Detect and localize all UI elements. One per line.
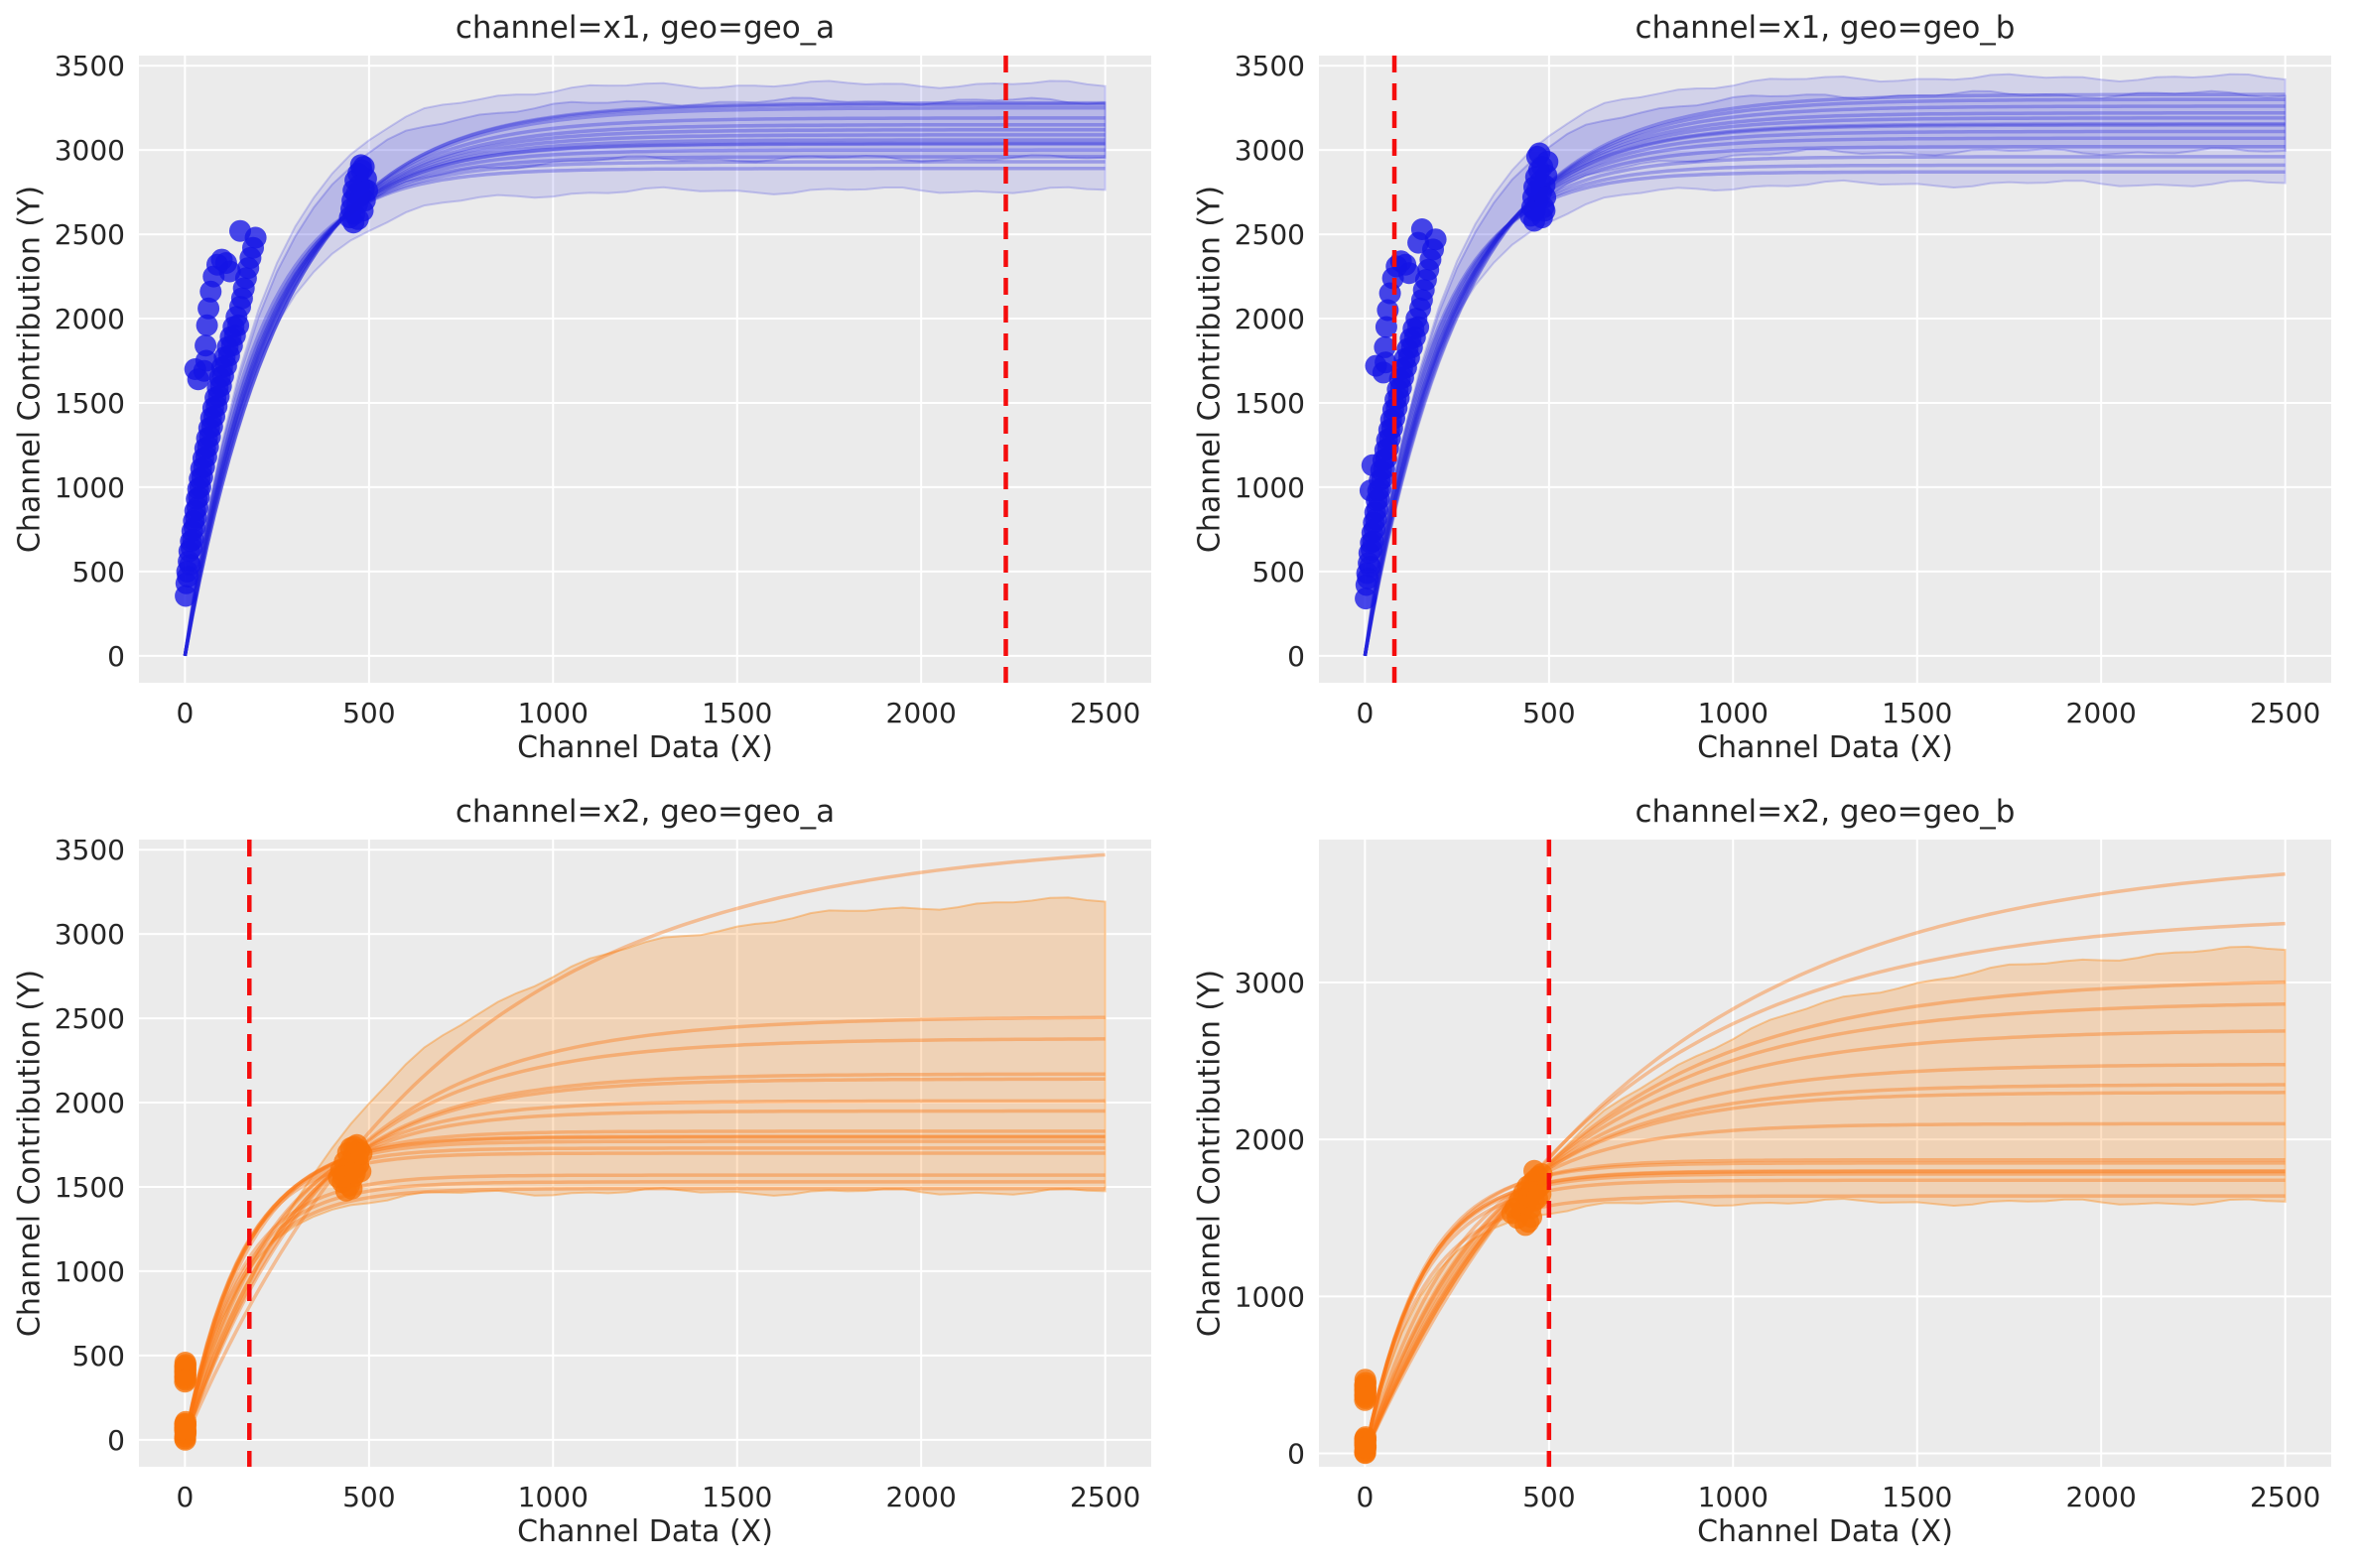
plot-area-x2-geo-b: 0 500 1000 1500 2000 2500 0 1000 2000 3000 (1235, 840, 2331, 1513)
x-tick-label: 500 (342, 1481, 395, 1513)
scatter-points (1355, 142, 1559, 610)
x-tick-label: 0 (176, 1481, 194, 1513)
y-tick-label: 1500 (1235, 387, 1305, 420)
y-tick-label: 0 (107, 1424, 125, 1457)
x-tick-label: 1500 (702, 697, 772, 729)
posterior-curves (183, 100, 1106, 657)
y-tick-label: 2000 (1235, 303, 1305, 335)
subplot-x1-geo-b: channel=x1, geo=geo_b 0 500 1000 1500 2000 25… (1180, 0, 2360, 784)
y-axis-label: Channel Contribution (Y) (12, 969, 48, 1338)
grid-lines (1319, 56, 2331, 683)
x-axis-label: Channel Data (X) (1697, 1514, 1953, 1549)
x-tick-label: 500 (1522, 697, 1575, 729)
y-tick-label: 1000 (55, 471, 125, 504)
x-axis-label: Channel Data (X) (1697, 730, 1953, 765)
axes-background (139, 56, 1151, 683)
subplot-x2-geo-a: channel=x2, geo=geo_a 0 500 1000 1500 2000 25… (0, 784, 1180, 1568)
subplot-title: channel=x2, geo=geo_b (1635, 794, 2016, 830)
y-tick-label: 0 (1287, 1438, 1305, 1471)
hdi-bands (184, 896, 1107, 1441)
x-tick-label: 2500 (2250, 1481, 2320, 1513)
subplot-title: channel=x2, geo=geo_a (455, 794, 836, 830)
y-tick-label: 2500 (1235, 218, 1305, 251)
y-tick-label: 3000 (1235, 967, 1305, 999)
x-tick-label: 1000 (518, 697, 589, 729)
y-tick-label: 3500 (55, 50, 125, 82)
x-tick-label: 2000 (886, 697, 957, 729)
plot-area-x2-geo-a: 0 500 1000 1500 2000 2500 0 500 1000 1500 2000 2500… (55, 834, 1151, 1513)
x-tick-label: 2000 (2066, 1481, 2137, 1513)
x-tick-label: 1500 (1882, 1481, 1952, 1513)
y-tick-label: 500 (72, 556, 125, 588)
grid-lines (1319, 840, 2331, 1467)
scatter-points (174, 1133, 373, 1451)
y-tick-label: 2000 (55, 1087, 125, 1119)
x-tick-label: 0 (1356, 697, 1374, 729)
tick-labels: 0 500 1000 1500 2000 2500 0 1000 2000 3000 (1235, 967, 2321, 1513)
tick-labels: 0 500 1000 1500 2000 2500 0 500 1000 1500 2000 2500… (1235, 50, 2321, 729)
x-tick-label: 0 (1356, 1481, 1374, 1513)
axes-background (1319, 56, 2331, 683)
axes-background (139, 840, 1151, 1467)
plot-area-x1-geo-b: 0 500 1000 1500 2000 2500 0 500 1000 1500 2000 2500… (1235, 50, 2331, 729)
plot-area-x1-geo-a: 0 500 1000 1500 2000 2500 0 500 1000 1500 2000 2500… (55, 50, 1151, 729)
subplot-x1-geo-a: channel=x1, geo=geo_a 0 500 1000 1500 2000 25… (0, 0, 1180, 784)
hdi-bands (184, 79, 1107, 656)
subplot-title: channel=x1, geo=geo_a (455, 10, 836, 46)
x-tick-label: 2000 (2066, 697, 2137, 729)
tick-labels: 0 500 1000 1500 2000 2500 0 500 1000 1500 2000 2500… (55, 834, 1141, 1513)
y-tick-label: 1000 (55, 1255, 125, 1288)
x-tick-label: 1500 (1882, 697, 1952, 729)
y-tick-label: 1000 (1235, 1280, 1305, 1313)
grid-lines (139, 840, 1151, 1467)
posterior-curves (1363, 92, 2286, 657)
y-tick-label: 3500 (55, 834, 125, 866)
x-axis-label: Channel Data (X) (517, 730, 773, 765)
y-axis-label: Channel Contribution (Y) (1192, 185, 1228, 554)
x-tick-label: 500 (342, 697, 395, 729)
y-tick-label: 1500 (55, 1171, 125, 1204)
y-tick-label: 0 (107, 640, 125, 673)
subplot-x2-geo-b: channel=x2, geo=geo_b 0 500 1000 1500 2000 25… (1180, 784, 2360, 1568)
x-tick-label: 0 (176, 697, 194, 729)
hdi-bands (1364, 945, 2287, 1455)
x-tick-label: 1000 (1698, 1481, 1769, 1513)
y-tick-label: 500 (72, 1340, 125, 1372)
scatter-points (1354, 1159, 1553, 1465)
y-tick-label: 2000 (1235, 1123, 1305, 1156)
y-tick-label: 1500 (55, 387, 125, 420)
tick-labels: 0 500 1000 1500 2000 2500 0 500 1000 1500 2000 2500… (55, 50, 1141, 729)
hdi-bands (1364, 72, 2287, 656)
x-tick-label: 2000 (886, 1481, 957, 1513)
y-tick-label: 2500 (55, 1002, 125, 1035)
y-tick-label: 3000 (1235, 134, 1305, 167)
y-tick-label: 1000 (1235, 471, 1305, 504)
scatter-points (175, 154, 378, 607)
y-tick-label: 3500 (1235, 50, 1305, 82)
subplot-title: channel=x1, geo=geo_b (1635, 10, 2016, 46)
x-tick-label: 500 (1522, 1481, 1575, 1513)
x-tick-label: 2500 (2250, 697, 2320, 729)
x-axis-label: Channel Data (X) (517, 1514, 773, 1549)
x-tick-label: 1500 (702, 1481, 772, 1513)
x-tick-label: 1000 (1698, 697, 1769, 729)
y-axis-label: Channel Contribution (Y) (1192, 969, 1228, 1338)
y-axis-label: Channel Contribution (Y) (12, 185, 48, 554)
grid-lines (139, 56, 1151, 683)
y-tick-label: 2000 (55, 303, 125, 335)
x-tick-label: 2500 (1070, 1481, 1140, 1513)
y-tick-label: 3000 (55, 918, 125, 951)
axes-background (1319, 840, 2331, 1467)
y-tick-label: 0 (1287, 640, 1305, 673)
y-tick-label: 3000 (55, 134, 125, 167)
x-tick-label: 1000 (518, 1481, 589, 1513)
y-tick-label: 2500 (55, 218, 125, 251)
y-tick-label: 500 (1252, 556, 1305, 588)
x-tick-label: 2500 (1070, 697, 1140, 729)
